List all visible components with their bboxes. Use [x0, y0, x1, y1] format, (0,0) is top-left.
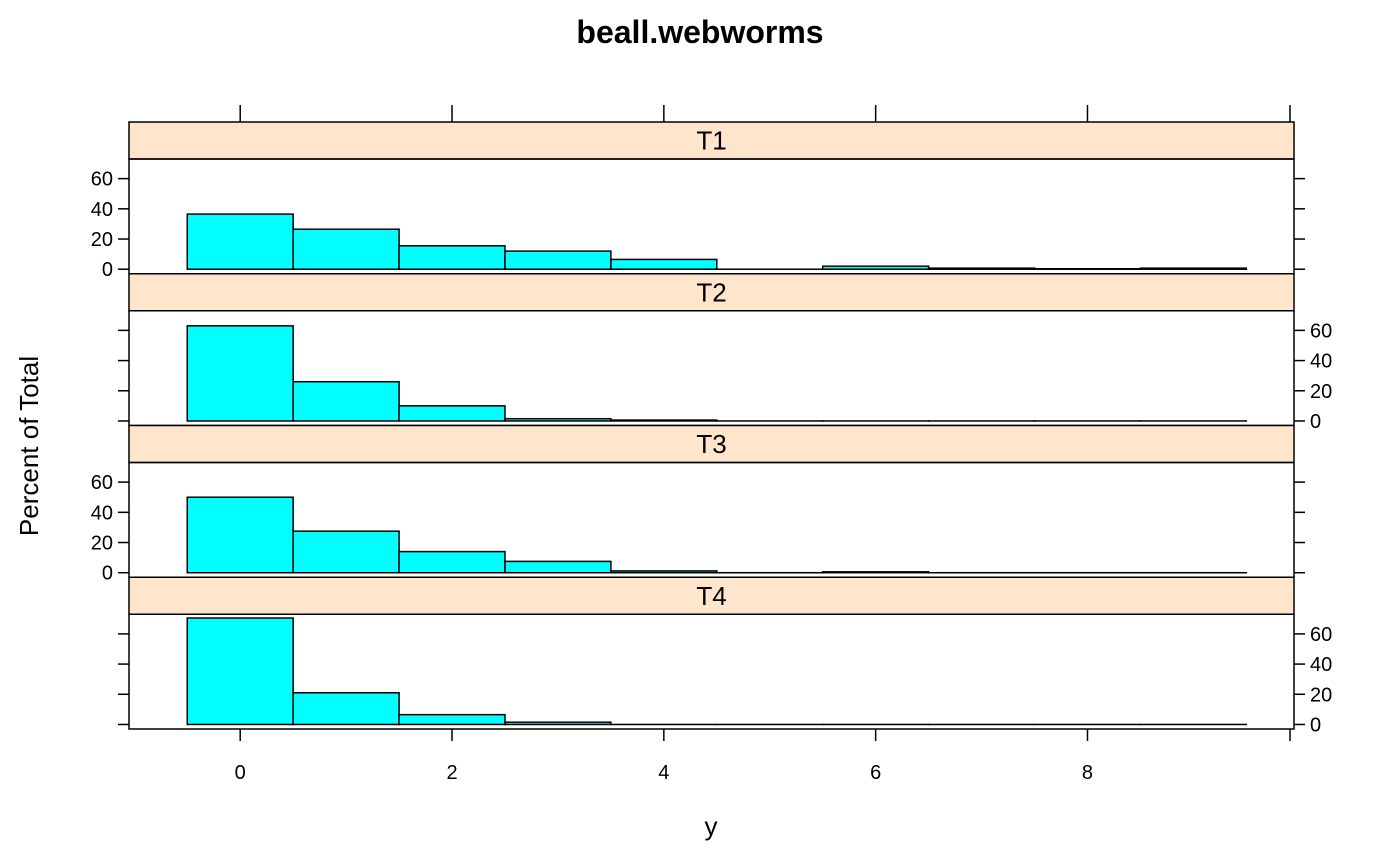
strip-label-T2: T2	[696, 277, 726, 307]
x-tick-label-8: 8	[1082, 762, 1093, 784]
y-tick-label-T1-20: 20	[91, 229, 113, 251]
y-tick-label-T2-20: 20	[1310, 381, 1332, 403]
strip-T1	[128, 121, 1295, 160]
strip-label-T1: T1	[696, 126, 726, 156]
bar-T2-1	[292, 380, 400, 422]
y-tick-label-T3-60: 60	[91, 472, 113, 494]
bar-T1-0	[186, 213, 294, 270]
plot-area: T1 0 20 40 60 T2 0 20 40 60 T3 0 20 40 60 T4 0 20 40 60 0 2 4 6…	[91, 105, 1332, 784]
x-tick-label-4: 4	[658, 762, 669, 784]
y-tick-label-T4-40: 40	[1310, 654, 1332, 676]
bar-T2-3	[504, 417, 612, 422]
y-tick-label-T4-20: 20	[1310, 684, 1332, 706]
y-tick-label-T2-40: 40	[1310, 351, 1332, 373]
y-tick-label-T3-0: 0	[102, 563, 113, 585]
bar-T4-2	[398, 713, 506, 726]
chart-title: beall.webworms	[576, 14, 823, 50]
bar-T1-9	[1139, 267, 1248, 270]
bar-T2-0	[186, 325, 294, 422]
bar-T3-6	[821, 571, 930, 574]
y-tick-label-T3-40: 40	[91, 502, 113, 524]
strip-label-T3: T3	[696, 429, 726, 459]
panel-frame-T4	[128, 613, 1295, 730]
x-tick-label-6: 6	[870, 762, 881, 784]
y-axis-label: Percent of Total	[14, 356, 44, 536]
bar-T1-4	[610, 258, 718, 270]
bar-T1-6	[821, 265, 930, 270]
bar-T3-1	[292, 530, 400, 574]
x-axis-label: y	[705, 811, 718, 841]
y-tick-label-T4-0: 0	[1310, 714, 1321, 736]
bar-T1-3	[504, 250, 612, 270]
bar-T1-1	[292, 228, 400, 270]
bar-T3-0	[186, 496, 294, 574]
bar-T2-4	[610, 419, 718, 422]
y-tick-label-T1-60: 60	[91, 169, 113, 191]
y-tick-label-T1-0: 0	[102, 259, 113, 281]
y-tick-label-T4-60: 60	[1310, 624, 1332, 646]
y-tick-label-T2-0: 0	[1310, 411, 1321, 433]
x-tick-label-2: 2	[446, 762, 457, 784]
strip-label-T4: T4	[696, 581, 726, 611]
bar-T4-3	[504, 721, 612, 726]
bar-T3-3	[504, 560, 612, 574]
bar-T1-7	[927, 267, 1036, 270]
bar-T4-0	[186, 617, 294, 726]
bar-T3-4	[610, 570, 718, 574]
strip-T3	[128, 424, 1295, 464]
bar-T1-2	[398, 245, 506, 270]
bar-T3-2	[398, 550, 506, 574]
x-tick-label-0: 0	[235, 762, 246, 784]
y-tick-label-T1-40: 40	[91, 199, 113, 221]
bar-T2-2	[398, 405, 506, 422]
bar-T4-1	[292, 692, 400, 726]
y-tick-label-T2-60: 60	[1310, 320, 1332, 342]
strip-T2	[128, 273, 1295, 312]
y-tick-label-T3-20: 20	[91, 533, 113, 555]
